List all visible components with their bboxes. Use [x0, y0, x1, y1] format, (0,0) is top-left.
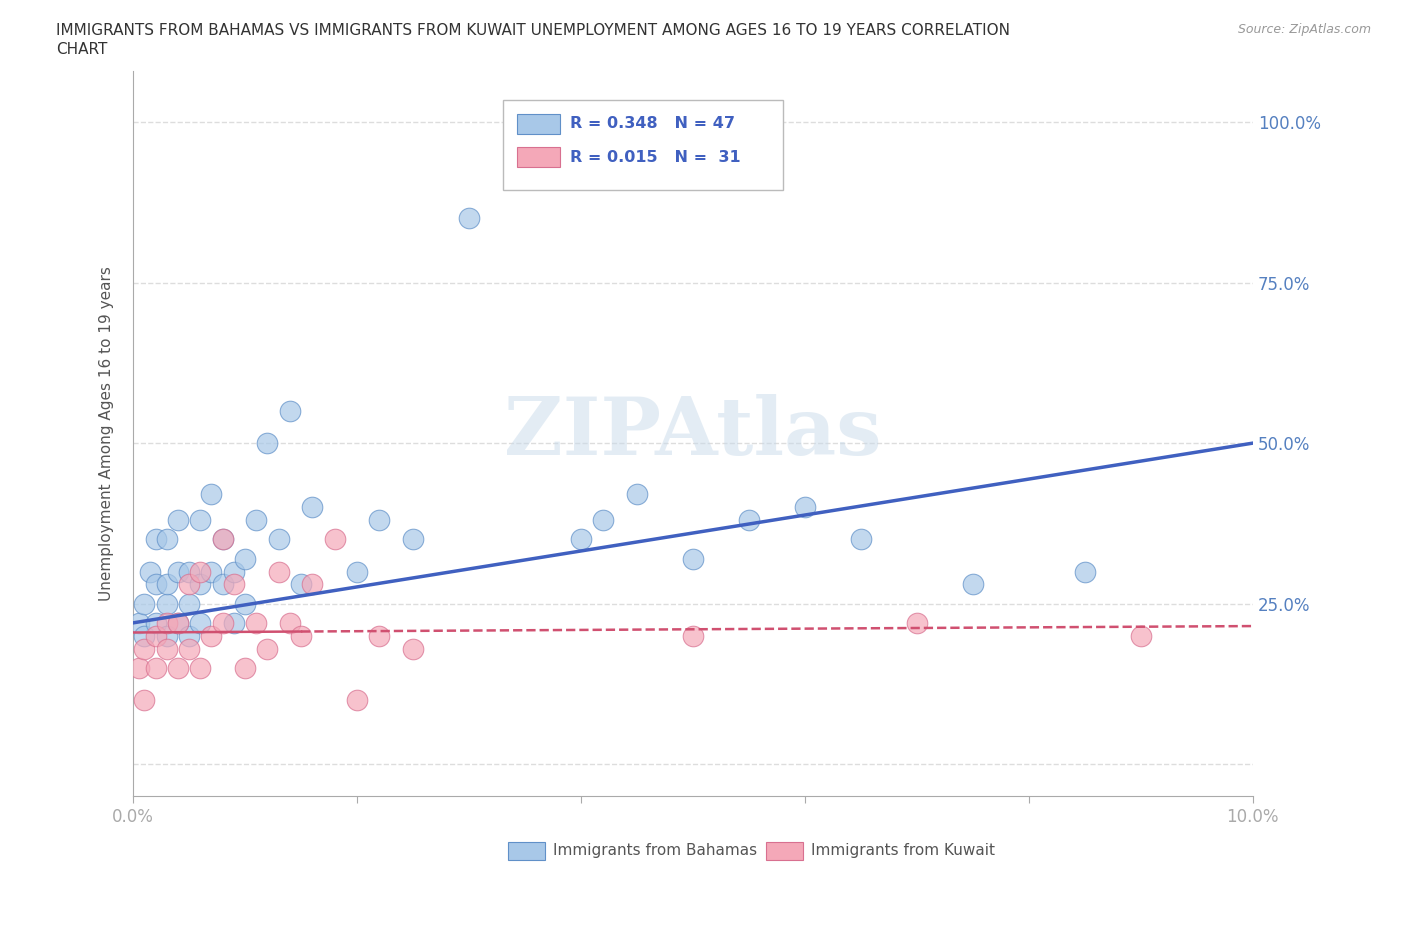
Text: Source: ZipAtlas.com: Source: ZipAtlas.com [1237, 23, 1371, 36]
Text: CHART: CHART [56, 42, 108, 57]
FancyBboxPatch shape [502, 100, 783, 191]
Point [626, 487, 648, 502]
Point [188, 616, 211, 631]
Point [301, 499, 323, 514]
Point [222, 616, 245, 631]
Point [188, 660, 211, 675]
Point [139, 565, 162, 579]
Point [167, 512, 190, 527]
Point [211, 532, 233, 547]
Point [682, 629, 704, 644]
Point [177, 596, 200, 611]
Point [128, 660, 150, 675]
Point [323, 532, 346, 547]
Point [290, 629, 312, 644]
Y-axis label: Unemployment Among Ages 16 to 19 years: Unemployment Among Ages 16 to 19 years [100, 266, 114, 601]
Text: Immigrants from Bahamas: Immigrants from Bahamas [553, 844, 758, 858]
Point [145, 660, 167, 675]
Bar [517, 147, 560, 167]
Text: IMMIGRANTS FROM BAHAMAS VS IMMIGRANTS FROM KUWAIT UNEMPLOYMENT AMONG AGES 16 TO : IMMIGRANTS FROM BAHAMAS VS IMMIGRANTS FR… [56, 23, 1011, 38]
Point [962, 577, 984, 591]
Text: R = 0.348   N = 47: R = 0.348 N = 47 [569, 116, 735, 131]
Point [211, 532, 233, 547]
Point [145, 577, 167, 591]
Point [569, 532, 592, 547]
Point [156, 577, 179, 591]
Point [256, 641, 278, 656]
Point [188, 512, 211, 527]
Text: R = 0.015   N =  31: R = 0.015 N = 31 [569, 150, 741, 165]
Point [188, 565, 211, 579]
Point [278, 616, 301, 631]
Bar [517, 113, 560, 134]
Point [177, 629, 200, 644]
Point [905, 616, 928, 631]
Point [222, 577, 245, 591]
Point [222, 565, 245, 579]
Point [177, 577, 200, 591]
Point [301, 577, 323, 591]
Point [156, 641, 179, 656]
Bar [508, 842, 546, 860]
Point [368, 512, 391, 527]
Point [1129, 629, 1152, 644]
Point [245, 512, 267, 527]
Point [167, 616, 190, 631]
Point [592, 512, 614, 527]
Point [156, 532, 179, 547]
Point [682, 551, 704, 566]
Point [177, 641, 200, 656]
Point [346, 693, 368, 708]
Point [134, 596, 156, 611]
Point [849, 532, 872, 547]
Point [156, 629, 179, 644]
Point [233, 596, 256, 611]
Text: Immigrants from Kuwait: Immigrants from Kuwait [810, 844, 994, 858]
Point [200, 629, 222, 644]
Text: ZIPAtlas: ZIPAtlas [505, 394, 882, 472]
Point [368, 629, 391, 644]
Point [145, 616, 167, 631]
Point [134, 693, 156, 708]
Point [290, 577, 312, 591]
Point [267, 532, 290, 547]
Point [245, 616, 267, 631]
Point [156, 596, 179, 611]
Point [267, 565, 290, 579]
Point [200, 565, 222, 579]
Point [1074, 565, 1097, 579]
Point [211, 577, 233, 591]
Point [156, 616, 179, 631]
Point [145, 532, 167, 547]
Point [458, 211, 481, 226]
Point [134, 641, 156, 656]
Point [145, 629, 167, 644]
Point [233, 660, 256, 675]
Point [233, 551, 256, 566]
Point [167, 660, 190, 675]
Point [167, 616, 190, 631]
Point [794, 499, 817, 514]
Point [128, 616, 150, 631]
Point [134, 629, 156, 644]
Point [278, 404, 301, 418]
Point [402, 641, 425, 656]
Point [346, 565, 368, 579]
Bar [766, 842, 803, 860]
Point [211, 616, 233, 631]
Point [256, 435, 278, 450]
Point [177, 565, 200, 579]
Point [200, 487, 222, 502]
Point [167, 565, 190, 579]
Point [188, 577, 211, 591]
Point [738, 512, 761, 527]
Point [402, 532, 425, 547]
